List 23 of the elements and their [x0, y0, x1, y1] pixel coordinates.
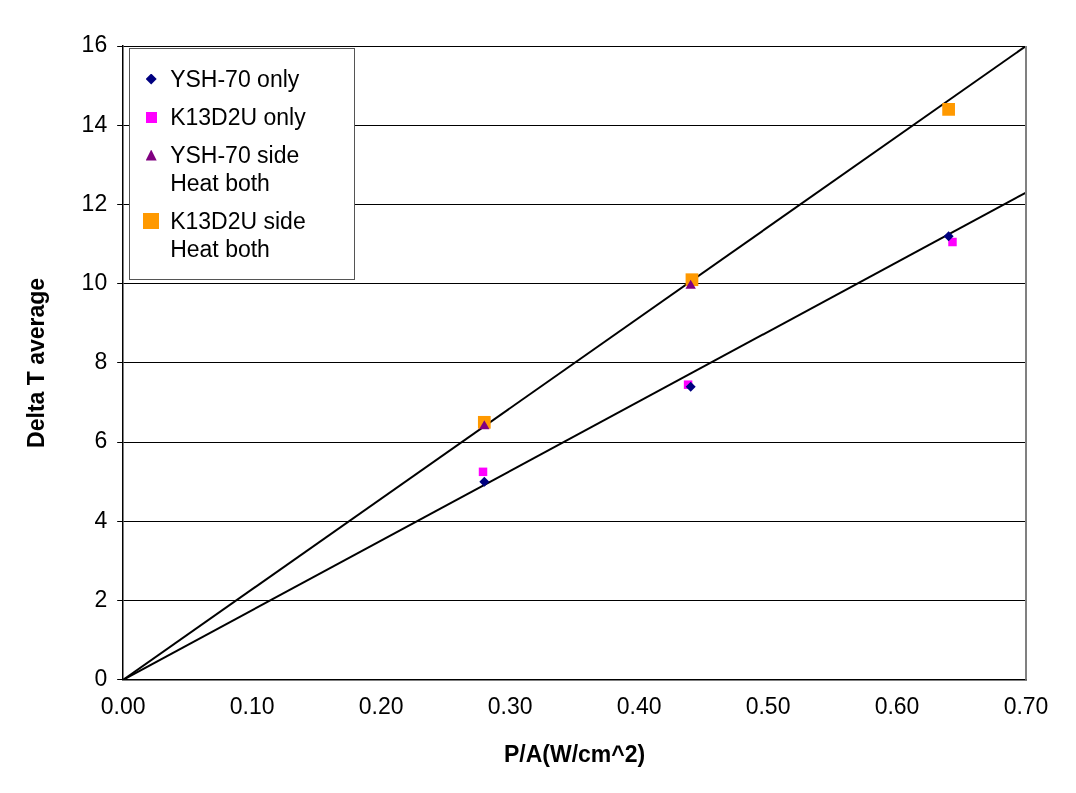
y-tick-label: 16: [81, 31, 108, 58]
y-axis-title: Delta T average: [23, 277, 50, 448]
x-tick-label: 0.70: [1003, 692, 1049, 719]
y-tick-label: 0: [94, 665, 108, 692]
x-tick-label: 0.30: [487, 692, 533, 719]
x-tick-label: 0.00: [100, 692, 146, 719]
legend-label: K13D2U only: [170, 103, 306, 131]
legend-label: YSH-70 side Heat both: [170, 141, 301, 197]
y-tick-label: 8: [94, 348, 108, 375]
x-tick-label: 0.50: [745, 692, 791, 719]
y-tick-label: 4: [94, 506, 108, 533]
legend-label: K13D2U side Heat both: [170, 207, 307, 263]
legend-label: YSH-70 only: [170, 65, 300, 93]
y-tick-label: 10: [81, 269, 108, 296]
x-tick-label: 0.10: [229, 692, 275, 719]
x-tick-label: 0.40: [616, 692, 662, 719]
x-axis-title: P/A(W/cm^2): [503, 740, 646, 767]
x-tick-label: 0.20: [358, 692, 404, 719]
y-tick-label: 12: [81, 189, 108, 216]
y-tick-label: 14: [81, 110, 108, 137]
y-tick-label: 6: [94, 427, 108, 454]
y-tick-label: 2: [94, 585, 108, 612]
x-tick-label: 0.60: [874, 692, 920, 719]
